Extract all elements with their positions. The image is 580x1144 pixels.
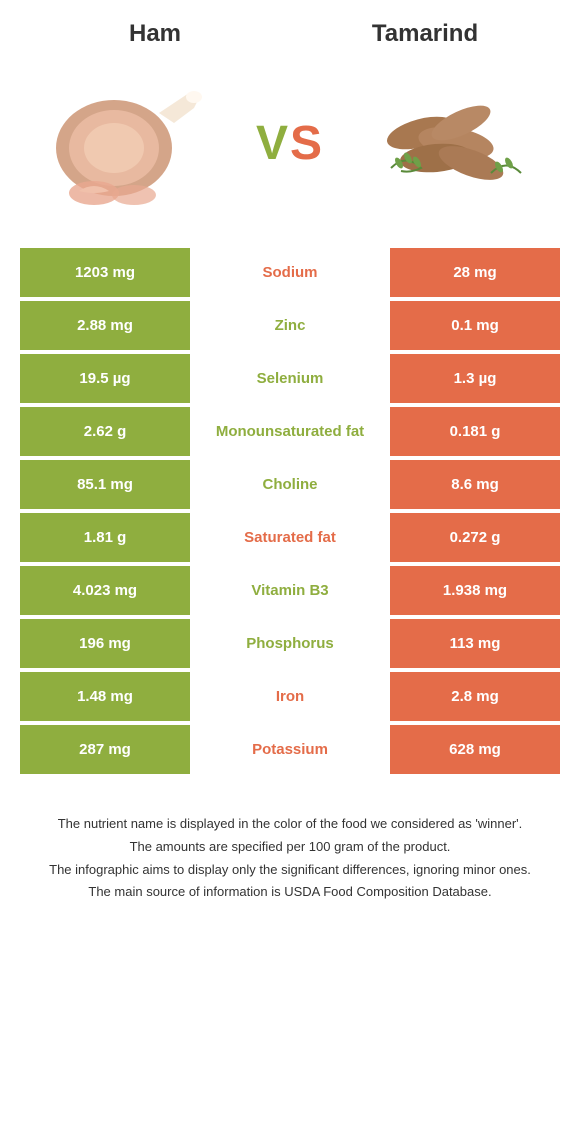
nutrient-left-value: 4.023 mg bbox=[20, 566, 190, 615]
nutrient-left-value: 1.81 g bbox=[20, 513, 190, 562]
table-row: 1203 mgSodium28 mg bbox=[20, 248, 560, 297]
nutrient-left-value: 85.1 mg bbox=[20, 460, 190, 509]
nutrient-right-value: 28 mg bbox=[390, 248, 560, 297]
nutrient-left-value: 287 mg bbox=[20, 725, 190, 774]
nutrient-label: Potassium bbox=[190, 725, 390, 774]
table-row: 1.48 mgIron2.8 mg bbox=[20, 672, 560, 721]
nutrient-left-value: 1203 mg bbox=[20, 248, 190, 297]
right-food-title: Tamarind bbox=[290, 20, 560, 48]
nutrient-right-value: 1.3 µg bbox=[390, 354, 560, 403]
vs-s-letter: S bbox=[290, 117, 324, 170]
table-row: 287 mgPotassium628 mg bbox=[20, 725, 560, 774]
table-row: 196 mgPhosphorus113 mg bbox=[20, 619, 560, 668]
nutrient-label: Phosphorus bbox=[190, 619, 390, 668]
food-images-row: VS bbox=[20, 68, 560, 218]
nutrient-label: Sodium bbox=[190, 248, 390, 297]
nutrient-table: 1203 mgSodium28 mg2.88 mgZinc0.1 mg19.5 … bbox=[20, 248, 560, 774]
nutrient-right-value: 1.938 mg bbox=[390, 566, 560, 615]
vs-v-letter: V bbox=[256, 117, 290, 170]
header-row: Ham Tamarind bbox=[20, 20, 560, 48]
nutrient-label: Iron bbox=[190, 672, 390, 721]
footer-line-3: The infographic aims to display only the… bbox=[40, 860, 540, 881]
left-food-title: Ham bbox=[20, 20, 290, 48]
nutrient-label: Vitamin B3 bbox=[190, 566, 390, 615]
nutrient-left-value: 196 mg bbox=[20, 619, 190, 668]
table-row: 1.81 gSaturated fat0.272 g bbox=[20, 513, 560, 562]
nutrient-right-value: 8.6 mg bbox=[390, 460, 560, 509]
nutrient-right-value: 2.8 mg bbox=[390, 672, 560, 721]
ham-image bbox=[39, 73, 219, 213]
nutrient-label: Selenium bbox=[190, 354, 390, 403]
footer-line-1: The nutrient name is displayed in the co… bbox=[40, 814, 540, 835]
nutrient-right-value: 0.272 g bbox=[390, 513, 560, 562]
nutrient-left-value: 1.48 mg bbox=[20, 672, 190, 721]
nutrient-left-value: 19.5 µg bbox=[20, 354, 190, 403]
nutrient-right-value: 113 mg bbox=[390, 619, 560, 668]
nutrient-label: Saturated fat bbox=[190, 513, 390, 562]
nutrient-label: Zinc bbox=[190, 301, 390, 350]
nutrient-right-value: 0.181 g bbox=[390, 407, 560, 456]
table-row: 85.1 mgCholine8.6 mg bbox=[20, 460, 560, 509]
table-row: 2.62 gMonounsaturated fat0.181 g bbox=[20, 407, 560, 456]
nutrient-right-value: 0.1 mg bbox=[390, 301, 560, 350]
footer-line-2: The amounts are specified per 100 gram o… bbox=[40, 837, 540, 858]
nutrient-label: Choline bbox=[190, 460, 390, 509]
footer-notes: The nutrient name is displayed in the co… bbox=[20, 814, 560, 903]
footer-line-4: The main source of information is USDA F… bbox=[40, 882, 540, 903]
vs-label: VS bbox=[256, 116, 324, 171]
nutrient-left-value: 2.88 mg bbox=[20, 301, 190, 350]
nutrient-right-value: 628 mg bbox=[390, 725, 560, 774]
table-row: 4.023 mgVitamin B31.938 mg bbox=[20, 566, 560, 615]
table-row: 19.5 µgSelenium1.3 µg bbox=[20, 354, 560, 403]
nutrient-label: Monounsaturated fat bbox=[190, 407, 390, 456]
table-row: 2.88 mgZinc0.1 mg bbox=[20, 301, 560, 350]
nutrient-left-value: 2.62 g bbox=[20, 407, 190, 456]
tamarind-image bbox=[361, 73, 541, 213]
